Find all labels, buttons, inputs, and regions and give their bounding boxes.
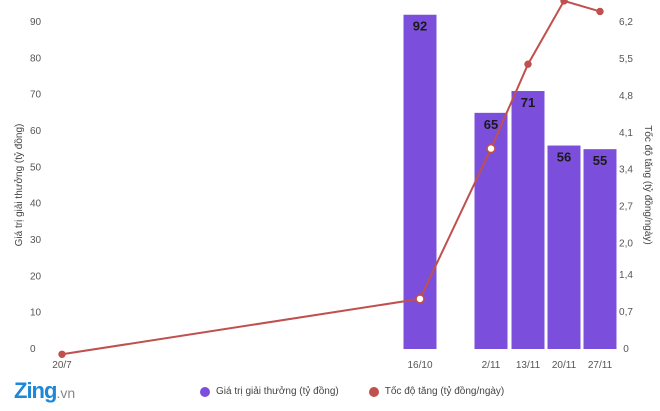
legend-line-label: Tốc độ tăng (tỷ đồng/ngày) xyxy=(384,386,505,397)
y-left-tick-label: 80 xyxy=(30,53,42,64)
y-right-tick-label: 0 xyxy=(623,344,629,355)
line-point-2-11 xyxy=(486,143,496,154)
legend: Giá trị giải thưởng (tỷ đồng) Tốc độ tăn… xyxy=(200,386,528,397)
bar-13-11 xyxy=(511,91,545,350)
y-right-tick-label: 1,4 xyxy=(619,270,633,281)
bar-27-11 xyxy=(583,149,617,349)
line-series xyxy=(58,0,604,358)
bar-value-label: 55 xyxy=(593,153,607,168)
bar-value-label: 56 xyxy=(557,150,571,165)
right-axis-ticks: 0 0,7 1,4 2,0 2,7 3,4 4,1 4,8 5,5 6,2 xyxy=(619,17,633,355)
line-point-13-11 xyxy=(524,60,532,68)
line-point-20-11 xyxy=(560,0,568,5)
legend-bar-label: Giá trị giải thưởng (tỷ đồng) xyxy=(216,386,339,397)
y-left-tick-label: 70 xyxy=(30,90,42,101)
x-tick-label: 20/7 xyxy=(52,360,72,371)
y-left-tick-label: 20 xyxy=(30,271,42,282)
y-axis-left-title: Giá trị giải thưởng (tỷ đồng) xyxy=(13,124,25,247)
bar-value-label: 65 xyxy=(484,117,498,132)
y-right-tick-label: 2,0 xyxy=(619,239,633,250)
y-right-tick-label: 6,2 xyxy=(619,17,633,28)
x-tick-label: 2/11 xyxy=(482,360,501,371)
y-axis-right-title: Tốc độ tăng (tỷ đồng/ngày) xyxy=(642,125,654,245)
legend-item-line: Tốc độ tăng (tỷ đồng/ngày) xyxy=(368,386,505,397)
line-point-16-10 xyxy=(415,294,425,304)
y-right-tick-label: 4,8 xyxy=(619,91,633,102)
y-right-tick-label: 0,7 xyxy=(619,307,633,318)
bar-value-label: 92 xyxy=(413,19,427,34)
y-left-tick-label: 60 xyxy=(30,126,42,137)
y-left-tick-label: 40 xyxy=(30,199,42,210)
y-left-tick-label: 50 xyxy=(30,162,42,173)
line-path xyxy=(61,0,601,356)
bar-16-10 xyxy=(403,14,437,349)
y-right-tick-label: 5,5 xyxy=(619,54,633,65)
left-axis-ticks: 0 10 20 30 40 50 60 70 80 90 xyxy=(30,17,42,355)
y-right-tick-label: 2,7 xyxy=(619,202,633,213)
x-tick-label: 16/10 xyxy=(407,360,432,371)
bar-value-label: 71 xyxy=(521,95,535,110)
y-right-tick-label: 3,4 xyxy=(619,165,633,176)
bar-20-11 xyxy=(547,145,581,349)
y-left-tick-label: 0 xyxy=(30,344,36,355)
y-right-tick-label: 4,1 xyxy=(619,128,633,139)
legend-bar-swatch xyxy=(200,386,210,397)
line-point-27-11 xyxy=(596,7,604,16)
y-left-tick-label: 10 xyxy=(30,308,42,319)
line-point-20-7 xyxy=(58,350,66,358)
x-tick-label: 13/11 xyxy=(516,360,541,371)
x-axis-ticks: 20/7 16/10 2/11 13/11 20/11 27/11 xyxy=(52,360,612,371)
legend-item-bar: Giá trị giải thưởng (tỷ đồng) xyxy=(200,386,339,397)
bar-series: 92 65 71 56 55 xyxy=(403,14,617,350)
x-tick-label: 27/11 xyxy=(588,360,613,371)
x-tick-label: 20/11 xyxy=(552,360,577,371)
zing-logo: Zing.vn xyxy=(14,378,76,403)
legend-line-swatch xyxy=(368,386,379,397)
y-left-tick-label: 90 xyxy=(30,17,42,28)
y-left-tick-label: 30 xyxy=(30,235,42,246)
